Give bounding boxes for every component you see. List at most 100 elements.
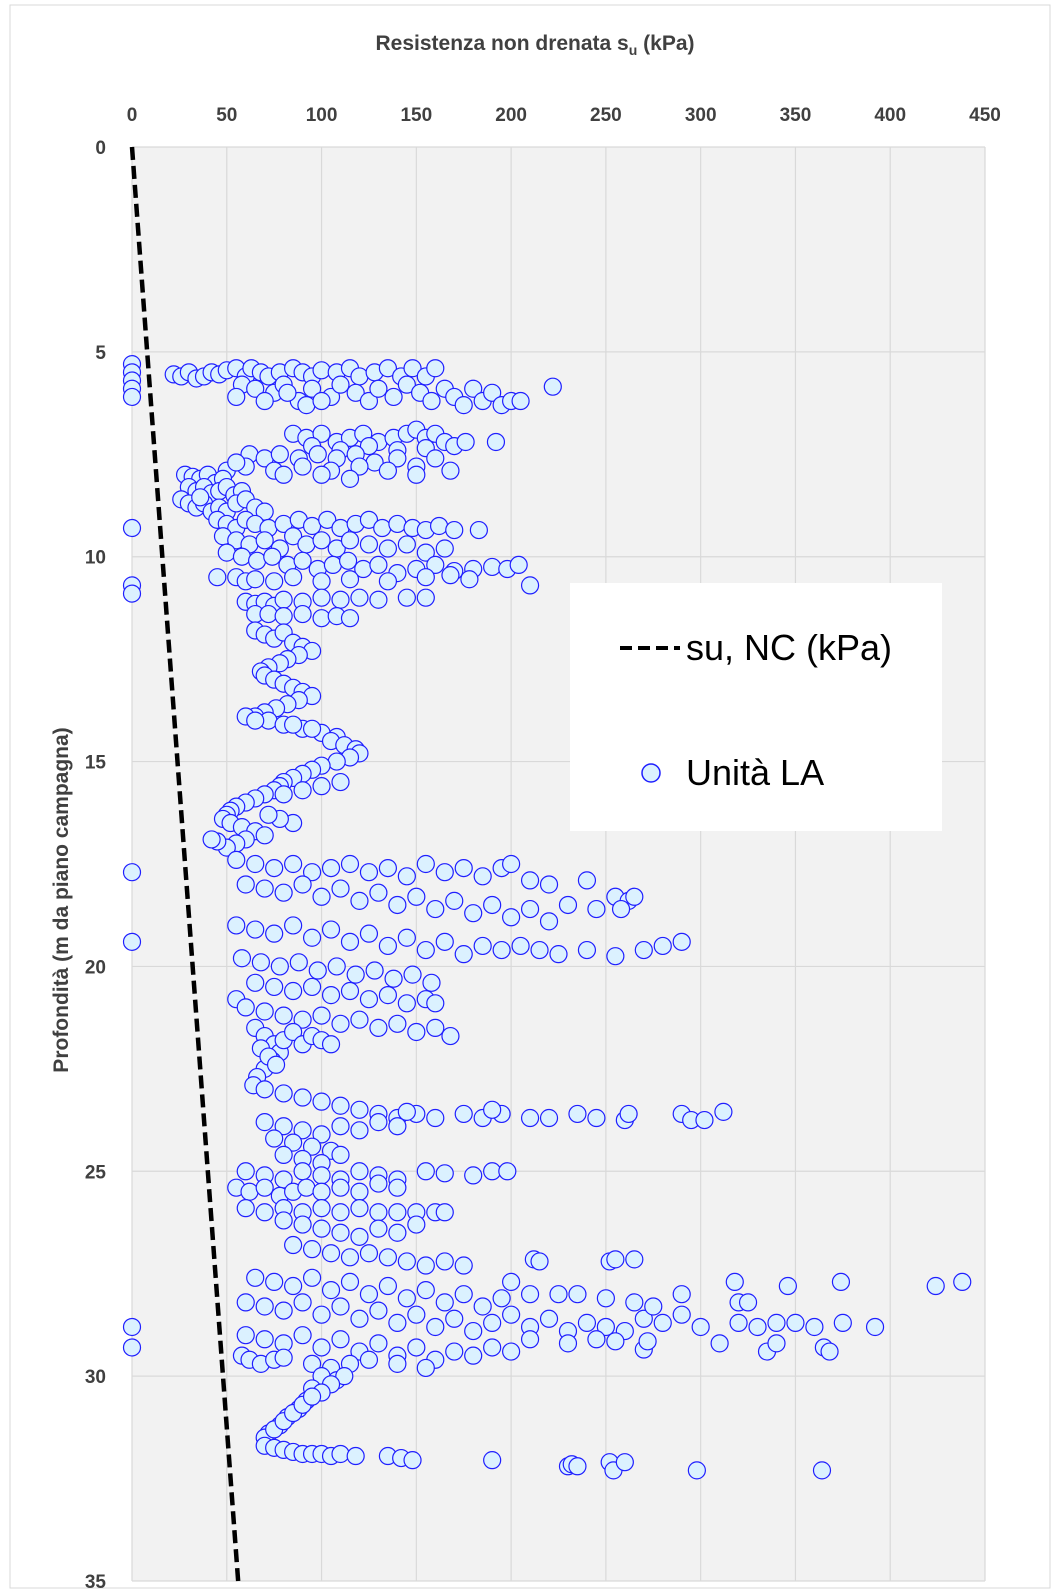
data-point-71 [312,424,331,443]
data-point-542 [805,1317,824,1337]
data-point-222 [293,604,312,624]
data-point-305 [435,863,454,882]
data-point-370 [246,973,265,992]
data-point-556 [378,1276,397,1296]
data-point-211 [274,590,293,609]
data-point-513 [255,1297,274,1316]
data-point-451 [331,1145,350,1164]
data-point-5 [122,518,142,538]
data-point-351 [511,936,530,956]
data-point-368 [403,965,422,984]
data-point-589 [445,1342,464,1361]
x-tick-label-0: 0 [127,105,138,126]
y-tick-label-25: 25 [85,1162,107,1183]
data-point-182 [323,555,343,575]
x-tick-label-200: 200 [495,105,527,126]
data-point-414 [312,1092,331,1111]
data-point-329 [464,904,483,923]
data-point-49 [369,379,388,398]
data-point-295 [246,854,265,874]
data-point-537 [710,1334,729,1353]
data-point-200 [265,572,284,591]
data-point-375 [340,981,360,1001]
data-point-514 [274,1301,293,1320]
scatter-series-unita-la [122,355,972,1480]
data-point-349 [473,936,492,956]
data-point-568 [625,1293,644,1312]
data-point-446 [302,1137,322,1156]
data-point-564 [520,1285,540,1304]
data-point-221 [274,607,293,626]
data-point-391 [407,1022,426,1042]
data-point-363 [308,961,327,980]
data-point-441 [350,1121,369,1140]
data-point-330 [483,895,502,915]
data-point-8 [122,863,142,882]
data-point-214 [331,590,350,609]
data-point-163 [255,531,274,550]
data-point-420 [426,1108,445,1128]
data-point-609 [416,1358,435,1378]
data-point-365 [346,965,365,984]
data-point-552 [302,1268,322,1287]
data-point-302 [378,858,397,878]
data-point-7 [122,584,142,603]
data-point-587 [407,1338,426,1357]
data-point-338 [265,924,284,943]
data-point-339 [284,916,303,935]
data-point-511 [625,1250,644,1269]
data-point-337 [246,920,265,939]
data-point-579 [255,1330,274,1349]
data-point-478 [255,1203,274,1222]
data-point-593 [520,1330,540,1349]
legend-label-su-nc: su, NC (kPa) [686,627,892,668]
data-point-493 [350,1227,369,1246]
x-axis-title: Resistenza non drenata su (kPa) [376,32,695,58]
data-point-463 [464,1166,483,1185]
data-point-335 [587,899,606,919]
data-point-582 [312,1338,331,1357]
data-point-98 [388,449,407,468]
data-point-548 [767,1334,786,1353]
x-axis-title-unit: (kPa) [637,32,694,55]
data-point-432 [695,1110,714,1130]
data-point-499 [321,1244,341,1263]
data-point-173 [416,543,435,562]
data-point-65 [255,391,274,411]
data-point-523 [445,1309,464,1328]
data-point-553 [321,1281,341,1300]
data-point-225 [340,609,360,628]
data-point-421 [454,1104,473,1124]
data-point-571 [725,1272,744,1292]
data-point-473 [331,1178,350,1197]
data-point-565 [549,1285,568,1304]
data-point-534 [653,1313,672,1332]
data-point-290 [331,772,350,792]
data-point-369 [422,973,441,992]
data-point-40 [246,379,265,398]
data-point-195 [460,570,479,589]
data-point-68 [312,391,331,411]
data-point-643 [568,1457,587,1476]
data-point-343 [359,924,379,943]
data-point-196 [208,568,227,587]
data-point-46 [331,375,350,394]
data-point-535 [672,1305,691,1324]
data-point-393 [441,1026,460,1046]
data-point-543 [833,1313,852,1332]
data-point-591 [483,1338,502,1357]
data-point-510 [606,1250,625,1269]
data-point-193 [509,555,528,575]
data-point-433 [714,1102,733,1121]
data-point-472 [312,1182,331,1201]
data-point-373 [302,977,322,997]
data-point-585 [369,1334,388,1353]
data-point-539 [748,1317,767,1337]
line-series-su-nc [129,146,241,1582]
data-point-500 [340,1248,360,1267]
data-point-203 [340,570,360,589]
data-point-578 [236,1326,255,1345]
data-point-435 [397,1102,416,1121]
data-point-411 [255,1080,274,1099]
